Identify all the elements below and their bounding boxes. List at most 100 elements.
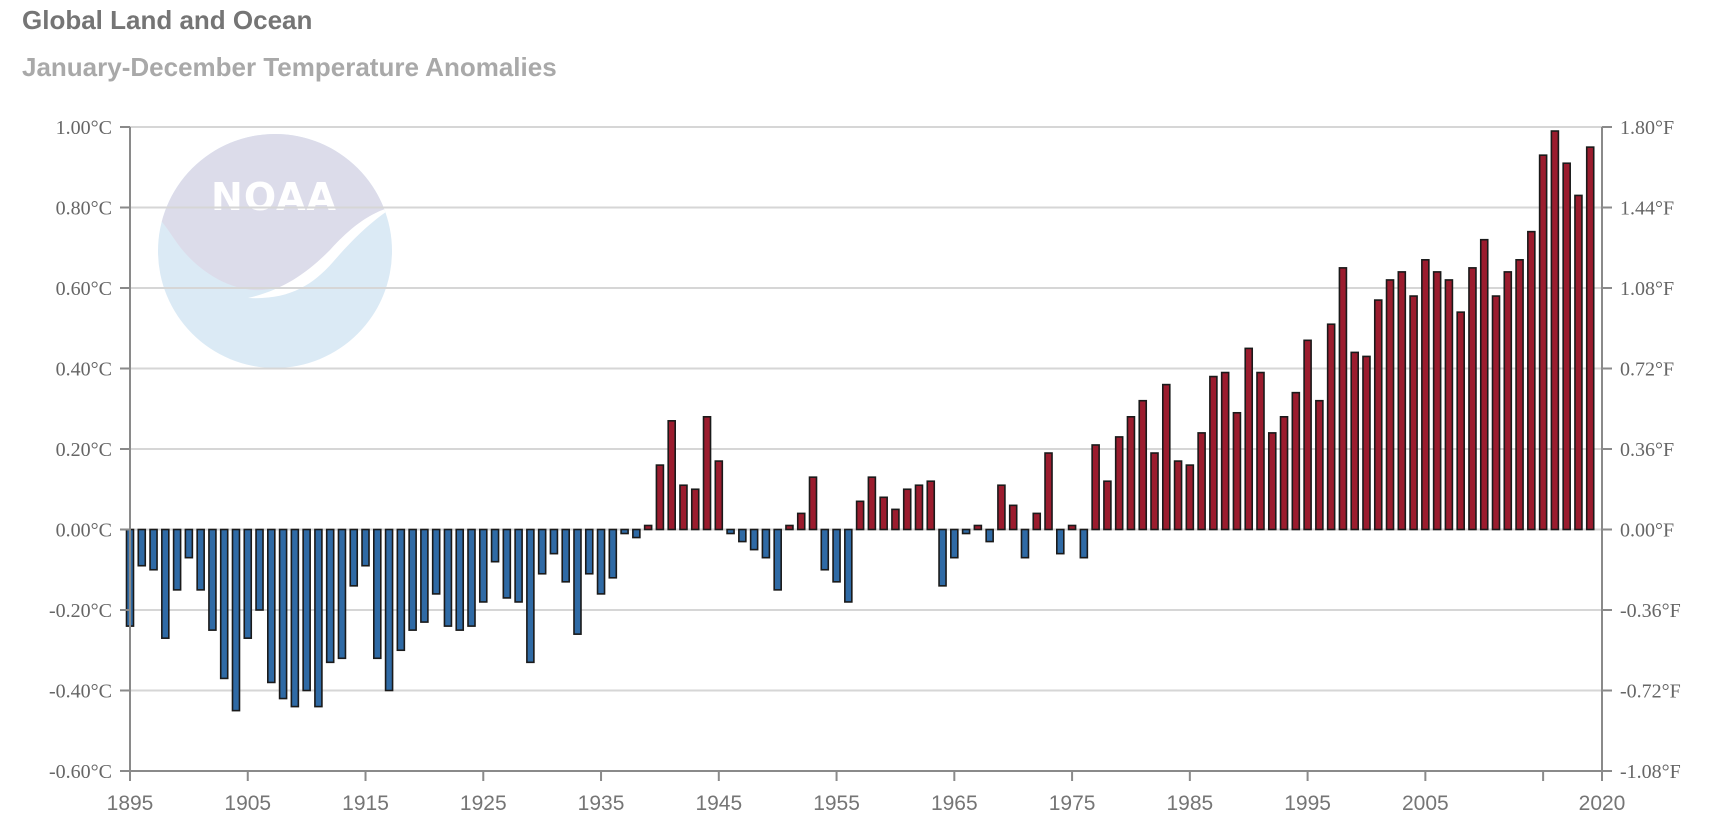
bar-1961 [902,488,912,531]
bar-2009 [1468,267,1477,531]
bar-1997 [1326,323,1336,531]
bar-1954 [820,528,830,571]
y-tick-label-right: 1.44°F [1620,198,1674,220]
bar-2018 [1574,194,1583,531]
bar-1910 [302,528,311,692]
bar-1977 [1091,444,1100,531]
bar-2017 [1562,162,1571,531]
y-tick-label-left: -0.20°C [49,600,112,622]
bar-1944 [702,415,712,531]
bar-1900 [184,528,194,559]
x-tick-label: 1965 [931,792,978,815]
bar-2011 [1491,295,1501,531]
bar-2002 [1385,279,1395,531]
bar-1952 [796,512,806,531]
bar-1903 [219,528,229,680]
x-tick-label: 1915 [342,792,389,815]
bar-1947 [738,528,747,543]
bar-1959 [879,496,888,531]
bar-1982 [1150,452,1159,531]
bar-1925 [478,528,488,603]
bar-1974 [1056,528,1065,555]
bar-1920 [420,528,429,623]
bar-1985 [1185,464,1195,531]
bar-1937 [620,528,629,535]
y-tick-label-left: -0.40°C [49,681,112,703]
bar-2015 [1538,154,1548,531]
bar-1942 [679,484,688,531]
bar-1970 [1008,504,1018,531]
x-tick-label: 2020 [1579,792,1626,815]
bar-1923 [455,528,465,631]
y-tick-label-left: 0.00°C [56,520,112,542]
bar-2012 [1503,271,1513,531]
bar-1917 [384,528,394,692]
bar-1988 [1220,371,1230,531]
bar-2013 [1515,259,1524,531]
bar-1919 [408,528,417,631]
bar-2000 [1362,355,1371,531]
y-tick-label-right: 1.08°F [1620,278,1674,300]
bar-1999 [1350,351,1360,531]
bar-2019 [1585,146,1595,531]
bar-2006 [1432,271,1442,531]
bar-2016 [1550,130,1560,531]
bar-1929 [526,528,535,664]
bar-1984 [1173,460,1183,531]
bar-1912 [325,528,335,664]
bar-1906 [255,528,264,611]
x-tick-label: 1985 [1166,792,1213,815]
bar-1980 [1126,415,1136,531]
bar-1911 [314,528,323,708]
bar-1992 [1267,432,1277,531]
y-tick-label-right: -0.36°F [1620,600,1681,622]
logo-text: NOAA [211,175,337,219]
bar-1955 [832,528,841,583]
x-tick-label: 1925 [460,792,507,815]
bar-1940 [655,464,665,531]
bar-1951 [785,524,794,531]
y-tick-label-left: 0.20°C [56,439,112,461]
noaa-logo-icon: NOAA [158,134,392,368]
bar-1968 [985,528,994,543]
bar-2014 [1527,230,1536,531]
y-tick-label-right: 1.80°F [1620,117,1674,139]
y-tick-label-left: -0.60°C [49,761,112,783]
x-tick-label: 1905 [224,792,271,815]
bar-1993 [1279,415,1289,531]
chart-subtitle: January-December Temperature Anomalies [22,52,557,82]
x-tick-label: 1955 [813,792,860,815]
bar-1936 [608,528,618,579]
bar-1918 [396,528,406,652]
chart-title: Global Land and Ocean [22,5,313,35]
bar-1902 [208,528,217,631]
bar-1971 [1020,528,1030,559]
bar-1939 [643,524,653,531]
bar-1916 [372,528,382,660]
y-tick-label-left: 1.00°C [56,117,112,139]
logo-top-half [158,134,392,291]
x-tick-label: 1945 [695,792,742,815]
bar-1963 [926,480,936,531]
bar-1935 [596,528,606,595]
y-tick-label-left: 0.60°C [56,278,112,300]
bar-1927 [502,528,512,599]
bar-1921 [431,528,441,595]
bar-1958 [867,476,877,531]
bar-1908 [278,528,288,700]
x-tick-label: 1995 [1284,792,1331,815]
x-tick-label: 1895 [107,792,154,815]
bar-1924 [467,528,476,627]
bar-1969 [997,484,1006,531]
bar-2007 [1444,279,1454,531]
bar-2010 [1479,238,1489,531]
bar-1962 [914,484,924,531]
bar-1932 [561,528,571,583]
bar-1931 [549,528,559,555]
bar-1964 [938,528,947,587]
bar-1996 [1315,399,1324,531]
bar-1979 [1114,436,1124,531]
bar-1972 [1032,512,1042,531]
bar-1949 [761,528,771,559]
